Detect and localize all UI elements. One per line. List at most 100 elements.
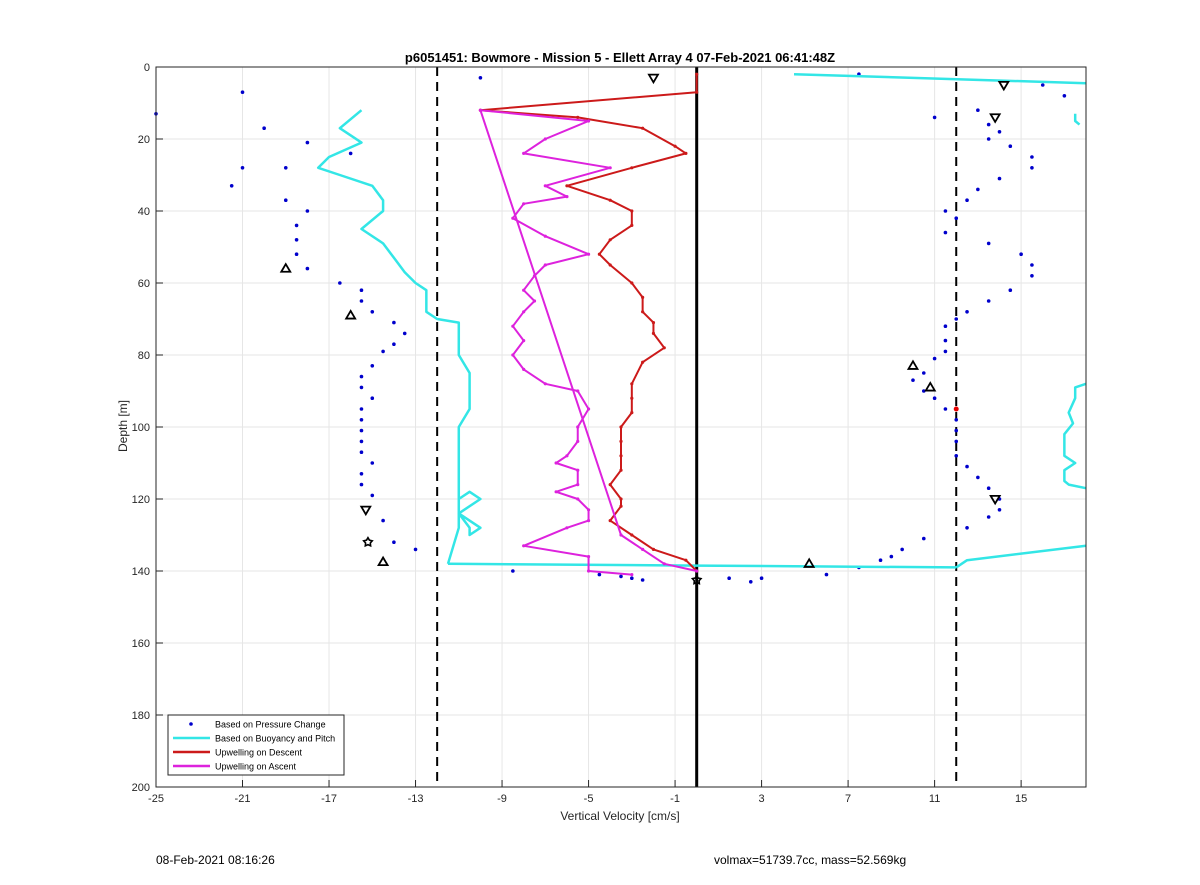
descent-upwelling-point	[641, 310, 645, 314]
ascent-upwelling-point	[576, 483, 580, 487]
descent-upwelling-point	[619, 504, 623, 508]
pressure-change-point	[305, 209, 310, 213]
ascent-upwelling-point	[554, 490, 558, 494]
pressure-change-point	[229, 184, 234, 188]
pressure-change-point	[986, 299, 991, 303]
descent-upwelling-point	[597, 252, 601, 256]
pressure-change-point	[1008, 288, 1013, 293]
pressure-change-point	[921, 389, 926, 393]
legend-entry-label: Upwelling on Ascent	[215, 762, 297, 772]
pressure-change-point	[283, 166, 288, 170]
descent-upwelling-point	[630, 209, 634, 213]
pressure-change-point	[986, 515, 991, 519]
x-tick-label: -25	[148, 793, 164, 805]
y-tick-label: 40	[138, 206, 150, 218]
ascent-upwelling-point	[532, 299, 537, 303]
y-tick-label: 140	[132, 566, 150, 578]
pressure-change-point	[305, 266, 310, 271]
pressure-change-point	[976, 475, 980, 480]
pressure-change-point	[965, 464, 969, 469]
ascent-upwelling-point	[576, 389, 580, 393]
ascent-upwelling-point	[586, 555, 591, 559]
ascent-upwelling-point	[586, 508, 591, 512]
pressure-change-point	[932, 396, 937, 401]
pressure-change-point	[338, 281, 342, 285]
pressure-change-point	[413, 547, 418, 552]
x-tick-label: -5	[584, 793, 594, 805]
pressure-change-point	[630, 576, 634, 580]
ascent-upwelling-point	[543, 263, 547, 267]
ascent-upwelling-point	[522, 151, 526, 155]
x-tick-label: 11	[929, 793, 940, 805]
descent-upwelling-point	[619, 454, 623, 458]
descent-upwelling-point	[651, 331, 656, 335]
y-tick-label: 0	[144, 62, 150, 74]
pressure-change-point	[392, 320, 396, 325]
footer-vehicle-info: volmax=51739.7cc, mass=52.569kg	[714, 853, 907, 867]
descent-upwelling-point	[619, 425, 623, 429]
ascent-upwelling-point	[543, 234, 547, 238]
x-tick-label: -17	[321, 793, 337, 805]
footer-timestamp: 08-Feb-2021 08:16:26	[156, 853, 275, 867]
pressure-change-point	[359, 482, 364, 487]
pressure-change-point	[1062, 94, 1067, 98]
star-marker	[362, 536, 374, 548]
x-tick-label: 7	[845, 793, 851, 805]
triangle-down-marker	[997, 80, 1010, 92]
triangle-up-marker	[906, 359, 920, 370]
pressure-change-point	[370, 310, 375, 314]
x-tick-label: -21	[235, 793, 251, 805]
pressure-change-point	[1030, 263, 1034, 267]
buoyancy-pitch-line	[955, 544, 1087, 569]
x-tick-label: -1	[670, 793, 680, 805]
pressure-change-point	[348, 151, 353, 156]
y-tick-label: 60	[138, 278, 150, 290]
ascent-upwelling-point	[565, 454, 569, 458]
ascent-upwelling-point	[543, 137, 547, 141]
pressure-change-point	[911, 378, 915, 383]
ascent-upwelling-point	[586, 519, 591, 523]
y-tick-label: 200	[132, 782, 150, 794]
pressure-change-point	[943, 338, 948, 343]
pressure-change-point	[1030, 166, 1034, 170]
pressure-change-point	[305, 140, 310, 145]
descent-upwelling-point	[630, 411, 634, 415]
descent-upwelling-point	[630, 223, 634, 227]
pressure-change-point	[511, 569, 515, 573]
descent-upwelling-point	[684, 558, 688, 562]
buoyancy-pitch-line	[447, 562, 957, 569]
legend: Based on Pressure Change Based on Buoyanc…	[167, 714, 345, 776]
pressure-change-point	[954, 454, 959, 458]
legend-entry-label: Based on Buoyancy and Pitch	[215, 734, 335, 744]
reference-lines	[436, 67, 958, 787]
pressure-change-point	[359, 428, 364, 433]
pressure-change-point	[997, 130, 1002, 134]
pressure-change-point	[1040, 83, 1045, 87]
descent-upwelling-point	[695, 90, 699, 94]
ascent-upwelling-point	[543, 382, 547, 386]
triangle-down-marker	[359, 505, 372, 517]
chart-title: p6051451: Bowmore - Mission 5 - Ellett A…	[405, 50, 835, 65]
descent-upwelling-point	[673, 144, 677, 148]
descent-upwelling-point	[608, 483, 612, 487]
descent-upwelling-point	[608, 263, 612, 267]
triangle-down-marker	[989, 494, 1002, 506]
y-tick-label: 100	[132, 422, 150, 434]
pressure-change-point	[954, 216, 959, 220]
ascent-upwelling-point	[554, 461, 558, 465]
ascent-upwelling-point	[565, 526, 569, 530]
pressure-change-point	[921, 371, 926, 375]
pressure-change-point	[997, 176, 1002, 181]
pressure-change-point	[986, 486, 991, 491]
pressure-change-point	[294, 223, 299, 228]
x-tick-label: 3	[759, 793, 765, 805]
descent-upwelling-point	[641, 360, 645, 364]
descent-upwelling-point	[576, 115, 580, 119]
descent-upwelling-point	[630, 166, 634, 170]
ascent-upwelling-point	[522, 544, 526, 548]
ascent-upwelling-point	[511, 216, 515, 220]
series-layer	[154, 72, 1087, 584]
descent-upwelling-point	[641, 126, 645, 130]
ascent-upwelling-point	[630, 573, 634, 577]
pressure-change-point	[965, 526, 969, 530]
